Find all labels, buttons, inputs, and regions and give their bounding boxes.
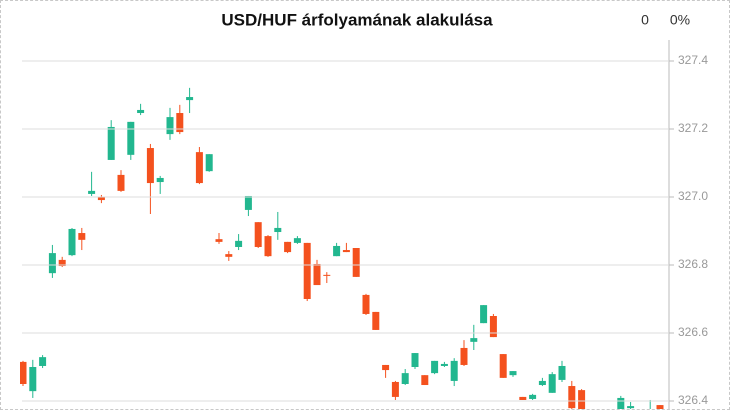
candle-body xyxy=(342,250,350,253)
candle-body xyxy=(509,371,517,376)
candle-body xyxy=(97,197,105,201)
candle-body xyxy=(391,381,399,397)
candle-body xyxy=(578,390,586,409)
change-value: 0 xyxy=(641,12,649,28)
candle-body xyxy=(293,238,301,243)
candle-body xyxy=(656,405,664,409)
y-tick-label: 326.4 xyxy=(678,393,708,407)
y-tick-label: 327.4 xyxy=(678,53,708,67)
candle-body xyxy=(254,222,262,247)
candle-body xyxy=(20,361,27,384)
candle-body xyxy=(244,195,252,210)
candle-body xyxy=(146,148,154,184)
candle-body xyxy=(39,357,47,366)
candle-body xyxy=(48,253,56,274)
candle-body xyxy=(107,126,115,160)
candles xyxy=(20,87,664,409)
candle-body xyxy=(313,263,321,286)
candle-body xyxy=(205,154,213,172)
candle-body xyxy=(264,236,272,257)
candle-body xyxy=(421,375,429,386)
candle-body xyxy=(117,174,125,191)
candle-body xyxy=(166,117,174,135)
y-tick-label: 326.8 xyxy=(678,257,708,271)
candle-body xyxy=(137,109,145,114)
candle-body xyxy=(460,347,468,365)
candle-body xyxy=(538,380,546,386)
candle-body xyxy=(617,397,625,409)
candle-body xyxy=(372,311,380,330)
candle-body xyxy=(470,338,478,342)
candle-body xyxy=(78,233,86,240)
candle-body xyxy=(225,254,233,257)
candle-body xyxy=(284,241,292,253)
y-tick-label: 326.6 xyxy=(678,325,708,339)
y-tick-label: 327.2 xyxy=(678,121,708,135)
candle-body xyxy=(411,353,419,367)
candle-body xyxy=(29,367,37,392)
candle-body xyxy=(352,248,360,277)
chart-title: USD/HUF árfolyamának alakulása xyxy=(221,10,493,29)
candle-body xyxy=(499,354,507,378)
candle-body xyxy=(303,242,311,299)
candle-body xyxy=(176,113,184,133)
candle-body xyxy=(519,396,527,400)
candle-body xyxy=(215,239,223,242)
candle-body xyxy=(195,152,203,184)
candle-body xyxy=(362,294,370,314)
candle-body xyxy=(186,97,194,101)
y-tick-label: 327.0 xyxy=(678,189,708,203)
candle-body xyxy=(548,374,556,393)
candle-body xyxy=(480,305,488,324)
change-percent: 0% xyxy=(670,12,690,28)
candle-body xyxy=(68,228,76,256)
candle-body xyxy=(529,394,537,399)
candle-body xyxy=(235,240,243,247)
candle-body xyxy=(274,227,282,233)
candle-body xyxy=(558,365,566,380)
candle-body xyxy=(88,190,96,194)
candle-body xyxy=(127,121,135,155)
candle-body xyxy=(401,373,409,384)
candle-body xyxy=(489,316,497,338)
candle-body xyxy=(323,274,331,276)
candle-body xyxy=(382,364,390,371)
candle-body xyxy=(627,406,635,409)
candle-body xyxy=(450,360,458,381)
candle-body xyxy=(431,360,439,374)
candle-body xyxy=(58,259,66,267)
candle-body xyxy=(440,363,448,366)
candle-body xyxy=(333,245,341,257)
candle-body xyxy=(568,386,576,409)
candle-body xyxy=(156,177,164,183)
